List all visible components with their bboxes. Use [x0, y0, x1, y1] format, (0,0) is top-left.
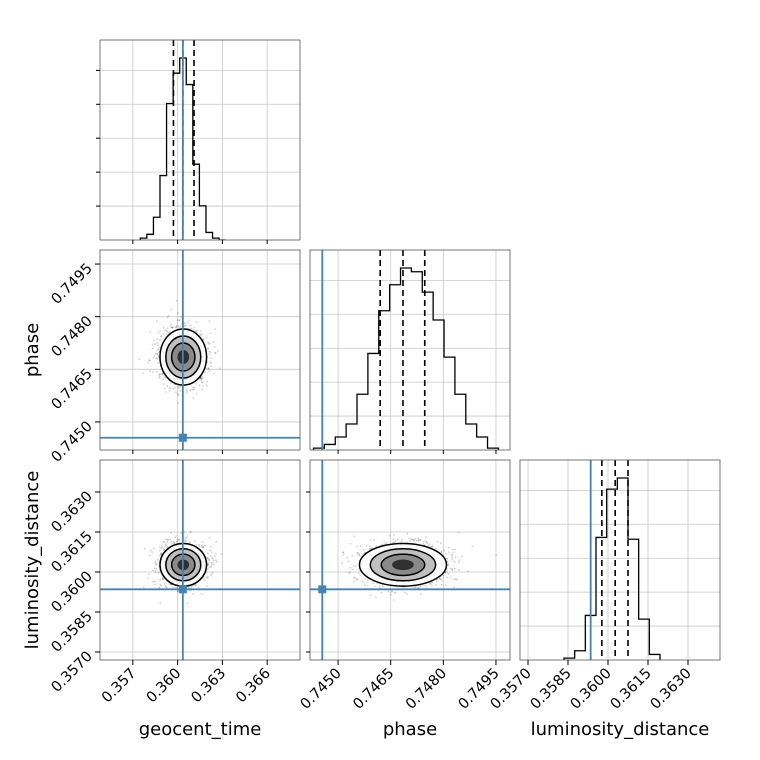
histogram-step-phase: [312, 267, 500, 450]
x-tick-label-luminosity-distance: 0.3585: [528, 666, 575, 713]
x-tick-label-phase: 0.7465: [350, 666, 397, 713]
contour-line: [369, 548, 437, 582]
x-tick-label-luminosity-distance: 0.3630: [648, 666, 695, 713]
x-axis-label-geocent-time: geocent_time: [139, 719, 262, 740]
contour-line: [358, 542, 448, 587]
scatter-panel-phase-vs-luminosity-distance: [309, 459, 511, 661]
x-tick-label-luminosity-distance: 0.3600: [568, 666, 615, 713]
truth-marker: [318, 585, 327, 594]
panel-frame: [99, 249, 301, 451]
panel-frame: [519, 459, 721, 661]
x-tick-label-geocent-time: 0.366: [233, 666, 274, 707]
scatter-panel-geocent-time-vs-luminosity-distance: [99, 459, 301, 661]
y-axis-label-phase: phase: [22, 323, 43, 377]
y-tick-label-luminosity-distance: 0.3630: [49, 489, 96, 536]
panel-frame: [309, 459, 511, 661]
histogram-luminosity-distance: [519, 459, 721, 661]
panel-frame: [309, 249, 511, 451]
y-tick-label-phase: 0.7480: [49, 313, 96, 360]
y-tick-label-phase: 0.7465: [49, 366, 96, 413]
panel-frame: [99, 459, 301, 661]
density-fill: [392, 559, 414, 571]
x-tick-label-phase: 0.7450: [298, 666, 345, 713]
y-tick-label-phase: 0.7495: [49, 261, 96, 308]
histogram-step-geocent-time: [139, 57, 226, 240]
truth-marker: [178, 585, 187, 594]
x-axis-label-luminosity-distance: luminosity_distance: [531, 719, 710, 740]
truth-marker: [178, 433, 187, 442]
y-tick-label-luminosity-distance: 0.3615: [49, 529, 96, 576]
y-axis-label-luminosity-distance: luminosity_distance: [22, 471, 43, 650]
histogram-geocent-time: [99, 39, 301, 241]
y-tick-label-luminosity-distance: 0.3600: [49, 569, 96, 616]
x-tick-label-geocent-time: 0.363: [189, 666, 230, 707]
panel-frame: [99, 39, 301, 241]
x-tick-label-geocent-time: 0.360: [144, 666, 185, 707]
x-tick-label-luminosity-distance: 0.3615: [608, 666, 655, 713]
y-tick-label-luminosity-distance: 0.3585: [49, 609, 96, 656]
y-tick-label-phase: 0.7450: [49, 418, 96, 465]
x-tick-label-geocent-time: 0.357: [99, 666, 140, 707]
x-tick-label-phase: 0.7480: [403, 666, 450, 713]
histogram-step-luminosity-distance: [563, 477, 661, 660]
scatter-panel-geocent-time-vs-phase: [99, 249, 301, 451]
y-tick-label-luminosity-distance: 0.3570: [49, 649, 96, 696]
histogram-phase: [309, 249, 511, 451]
x-axis-label-phase: phase: [383, 719, 437, 740]
contour-line: [380, 553, 426, 577]
